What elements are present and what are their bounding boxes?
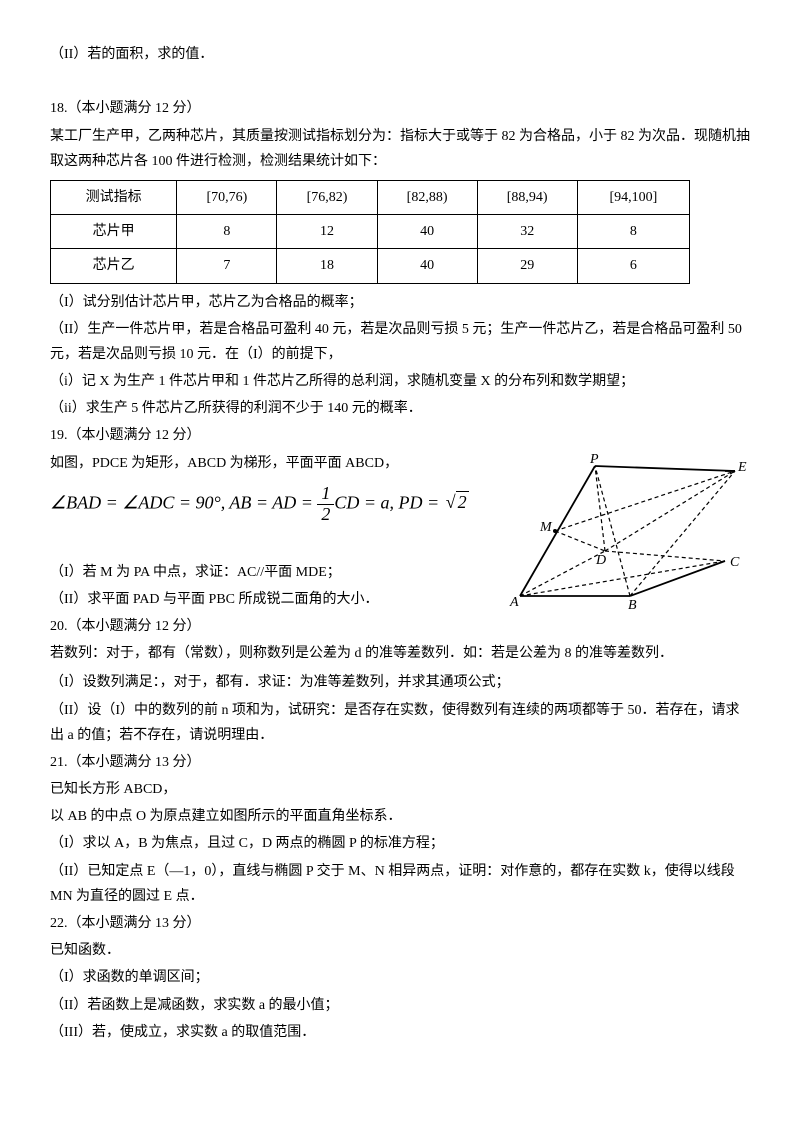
q21-desc: 已知长方形 ABCD， xyxy=(50,777,750,802)
cell: [76,82) xyxy=(277,180,377,214)
q18-p4: （ii）求生产 5 件芯片乙所获得的利润不少于 140 元的概率． xyxy=(50,396,750,421)
diagram-label-C: C xyxy=(730,555,740,570)
cell: 29 xyxy=(477,249,577,283)
table-row: 芯片甲 8 12 40 32 8 xyxy=(51,215,690,249)
q22-p2: （II）若函数上是减函数，求实数 a 的最小值； xyxy=(50,993,750,1018)
cell: [70,76) xyxy=(177,180,277,214)
q21-p1: （I）求以 A，B 为焦点，且过 C，D 两点的椭圆 P 的标准方程； xyxy=(50,831,750,856)
cell: 芯片甲 xyxy=(51,215,177,249)
cell: [94,100] xyxy=(577,180,689,214)
q19-diagram: P E M D C A B xyxy=(500,451,750,620)
diagram-label-B: B xyxy=(628,598,637,611)
q18-desc: 某工厂生产甲，乙两种芯片，其质量按测试指标划分为：指标大于或等于 82 为合格品… xyxy=(50,124,750,174)
cell: 芯片乙 xyxy=(51,249,177,283)
q18-p1: （I）试分别估计芯片甲，芯片乙为合格品的概率； xyxy=(50,290,750,315)
cell: 40 xyxy=(377,249,477,283)
q18-title: 18.（本小题满分 12 分） xyxy=(50,96,750,121)
cell: 6 xyxy=(577,249,689,283)
table-row: 测试指标 [70,76) [76,82) [82,88) [88,94) [94… xyxy=(51,180,690,214)
q22-p1: （I）求函数的单调区间； xyxy=(50,965,750,990)
diagram-label-D: D xyxy=(595,553,606,568)
q17-part2: （II）若的面积，求的值． xyxy=(50,42,750,67)
q18-table: 测试指标 [70,76) [76,82) [82,88) [88,94) [94… xyxy=(50,180,690,284)
q21-title: 21.（本小题满分 13 分） xyxy=(50,750,750,775)
cell: 8 xyxy=(177,215,277,249)
q18-p3: （i）记 X 为生产 1 件芯片甲和 1 件芯片乙所得的总利润，求随机变量 X … xyxy=(50,369,750,394)
cell: 8 xyxy=(577,215,689,249)
cell: 测试指标 xyxy=(51,180,177,214)
diagram-label-P: P xyxy=(589,452,599,467)
formula-text: ∠BAD = ∠ADC = 90°, AB = AD = xyxy=(50,492,317,512)
formula-text: CD = a, PD = xyxy=(334,492,443,512)
q20-p1: （I）设数列满足：，对于，都有．求证：为准等差数列，并求其通项公式； xyxy=(50,670,750,695)
cell: 18 xyxy=(277,249,377,283)
cell: [82,88) xyxy=(377,180,477,214)
cell: 7 xyxy=(177,249,277,283)
q22-title: 22.（本小题满分 13 分） xyxy=(50,911,750,936)
q22-desc: 已知函数． xyxy=(50,938,750,963)
table-row: 芯片乙 7 18 40 29 6 xyxy=(51,249,690,283)
q22-p3: （III）若，使成立，求实数 a 的取值范围． xyxy=(50,1020,750,1045)
cell: [88,94) xyxy=(477,180,577,214)
diagram-label-M: M xyxy=(539,520,553,535)
cell: 32 xyxy=(477,215,577,249)
q19-title: 19.（本小题满分 12 分） xyxy=(50,423,750,448)
q20-p2: （II）设（I）中的数列的前 n 项和为，试研究：是否存在实数，使得数列有连续的… xyxy=(50,698,750,748)
cell: 12 xyxy=(277,215,377,249)
q21-p2: （II）已知定点 E（—1，0），直线与椭圆 P 交于 M、N 相异两点，证明：… xyxy=(50,859,750,909)
q20-desc: 若数列：对于，都有（常数），则称数列是公差为 d 的准等差数列．如：若是公差为 … xyxy=(50,641,750,666)
diagram-label-E: E xyxy=(737,460,747,475)
q18-p2: （II）生产一件芯片甲，若是合格品可盈利 40 元，若是次品则亏损 5 元；生产… xyxy=(50,317,750,367)
cell: 40 xyxy=(377,215,477,249)
q21-p0: 以 AB 的中点 O 为原点建立如图所示的平面直角坐标系． xyxy=(50,804,750,829)
diagram-label-A: A xyxy=(509,595,519,610)
